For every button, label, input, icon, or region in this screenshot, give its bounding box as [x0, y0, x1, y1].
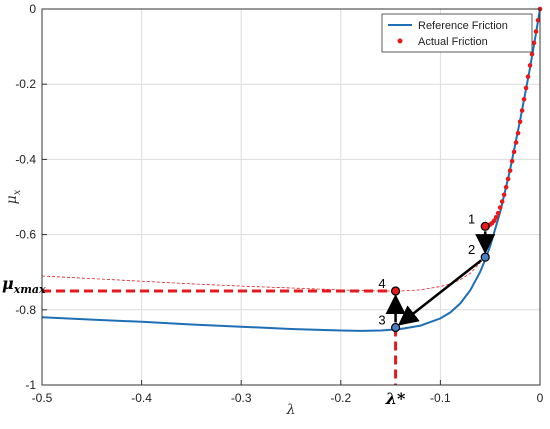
state-point-label-3: 3	[378, 312, 385, 327]
plot-frame	[41, 8, 541, 386]
y-tick-label: -0.2	[15, 77, 36, 91]
y-tick-label: -1	[25, 378, 36, 392]
x-tick-labels: -0.5 -0.4 -0.3 -0.2 -0.1 0	[32, 391, 544, 405]
actual-friction-point	[499, 199, 505, 204]
actual-friction-point	[509, 158, 515, 164]
actual-friction-point	[503, 184, 509, 190]
y-axis-label: μx	[4, 189, 23, 204]
legend-swatch-actual	[397, 38, 403, 44]
x-tick-label: -0.4	[131, 391, 152, 405]
state-point-3	[390, 322, 401, 333]
y-axis-label-sub: x	[12, 189, 23, 195]
x-tick-label: -0.3	[231, 391, 252, 405]
legend-label-actual: Actual Friction	[418, 36, 488, 48]
x-tick-label: 0	[537, 391, 544, 405]
x-tick-label: -0.2	[330, 391, 351, 405]
state-point-4	[390, 286, 401, 296]
mu-max-label: μxmax	[2, 274, 46, 296]
state-point-label-2: 2	[468, 242, 475, 257]
y-tick-label: -0.8	[15, 303, 36, 317]
actual-friction-point	[511, 149, 517, 155]
annotation-layer: 1 2 3 4	[42, 211, 496, 385]
legend: Reference Friction Actual Friction	[381, 13, 533, 53]
state-point-label-4: 4	[378, 276, 385, 291]
mu-max-sub: xmax	[13, 283, 46, 296]
y-axis-label-main: μ	[4, 195, 20, 204]
lambda-star-label: λ*	[385, 389, 406, 408]
state-point-label-1: 1	[468, 211, 475, 226]
actual-friction-point	[519, 108, 525, 113]
mu-max-main: μ	[2, 274, 14, 293]
actual-friction-point	[497, 205, 503, 210]
series-thin-dashed-line	[41, 262, 481, 292]
y-tick-label: -0.4	[15, 152, 36, 166]
series-layer	[41, 6, 543, 332]
actual-friction-point	[533, 29, 539, 34]
x-tick-label: -0.1	[430, 391, 451, 405]
actual-friction-point	[517, 119, 523, 125]
actual-friction-point	[531, 40, 537, 46]
y-tick-label: 0	[29, 2, 36, 16]
actual-friction-point	[527, 63, 533, 68]
actual-friction-point	[535, 17, 541, 23]
x-tick-label: -0.5	[32, 391, 53, 405]
x-axis-label: λ	[286, 402, 296, 418]
actual-friction-point	[501, 192, 507, 198]
y-tick-labels: 0 -0.2 -0.4 -0.6 -0.8 -1	[15, 2, 36, 392]
actual-friction-point	[529, 51, 535, 57]
actual-friction-point	[505, 176, 511, 182]
actual-friction-point	[515, 130, 521, 136]
actual-friction-point	[521, 96, 527, 102]
actual-friction-point	[495, 210, 501, 216]
state-point-2	[480, 252, 490, 262]
actual-friction-point	[525, 74, 531, 79]
actual-friction-point	[523, 85, 529, 91]
legend-label-reference: Reference Friction	[418, 20, 508, 32]
series-reference-friction-line	[41, 8, 541, 332]
y-tick-label: -0.6	[15, 228, 36, 242]
actual-friction-point	[507, 168, 513, 173]
actual-friction-point	[493, 215, 499, 220]
actual-friction-point	[513, 140, 519, 145]
arrow-2-to-3	[397, 259, 483, 326]
state-point-1	[480, 221, 490, 231]
legend-box	[381, 13, 533, 53]
